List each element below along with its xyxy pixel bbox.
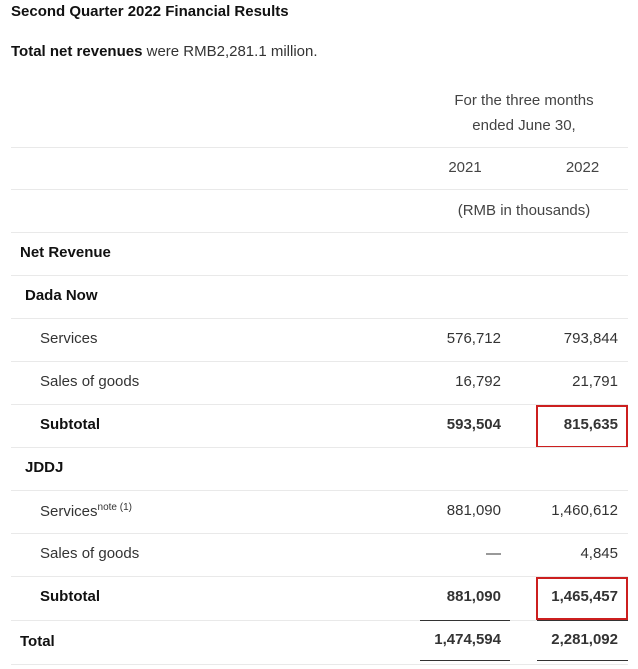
row-divider xyxy=(11,275,628,276)
dn-goods-2021: 16,792 xyxy=(455,373,501,390)
dn-subtotal-2022: 815,635 xyxy=(563,416,618,433)
jd-services-text: Services xyxy=(40,503,98,520)
total-2022: 2,281,092 xyxy=(551,631,618,648)
jd-subtotal-highlight-box xyxy=(536,577,628,620)
row-divider xyxy=(11,361,628,362)
row-divider xyxy=(11,232,628,233)
jd-services-note: note (1) xyxy=(97,502,132,513)
jd-services-label: Servicesnote (1) xyxy=(40,502,132,520)
page-title: Second Quarter 2022 Financial Results xyxy=(11,3,289,20)
dn-subtotal-2021: 593,504 xyxy=(446,416,501,433)
net-revenue-heading: Net Revenue xyxy=(20,244,111,261)
jd-subtotal-2021: 881,090 xyxy=(446,588,501,605)
dn-subtotal-highlight-box xyxy=(536,405,628,448)
intro-rest: were RMB2,281.1 million. xyxy=(142,43,318,60)
year-2022-header: 2022 xyxy=(565,159,600,176)
period-header-line1: For the three months xyxy=(454,92,594,109)
unit-header: (RMB in thousands) xyxy=(457,202,591,219)
total-top-rule-2021 xyxy=(420,620,510,621)
dn-services-label: Services xyxy=(40,330,98,347)
dn-services-2022: 793,844 xyxy=(563,330,618,347)
jd-goods-label: Sales of goods xyxy=(40,545,140,562)
jd-services-2021: 881,090 xyxy=(446,502,501,519)
row-divider xyxy=(11,404,628,405)
total-top-rule-2022 xyxy=(537,620,628,621)
total-label: Total xyxy=(20,633,55,650)
dn-subtotal-label: Subtotal xyxy=(40,416,100,433)
intro-text: Total net revenues were RMB2,281.1 milli… xyxy=(11,43,318,60)
row-divider xyxy=(11,490,628,491)
row-divider xyxy=(11,620,628,621)
jd-goods-2022: 4,845 xyxy=(580,545,618,562)
period-header-line2: ended June 30, xyxy=(472,117,576,134)
year-2021-header: 2021 xyxy=(448,159,482,176)
total-2021: 1,474,594 xyxy=(434,631,501,648)
jd-subtotal-label: Subtotal xyxy=(40,588,100,605)
dada-now-heading: Dada Now xyxy=(25,287,98,304)
jddj-heading: JDDJ xyxy=(25,459,64,476)
row-divider xyxy=(11,189,628,190)
dn-services-2021: 576,712 xyxy=(446,330,501,347)
row-divider xyxy=(11,318,628,319)
jd-services-2022: 1,460,612 xyxy=(551,502,618,519)
jd-goods-2021: — xyxy=(486,545,501,562)
row-divider xyxy=(11,664,628,665)
dn-goods-label: Sales of goods xyxy=(40,373,140,390)
dn-goods-2022: 21,791 xyxy=(572,373,618,390)
row-divider xyxy=(11,147,628,148)
intro-bold: Total net revenues xyxy=(11,43,143,60)
jd-subtotal-2022: 1,465,457 xyxy=(551,588,618,605)
row-divider xyxy=(11,576,628,577)
row-divider xyxy=(11,533,628,534)
row-divider xyxy=(11,447,628,448)
